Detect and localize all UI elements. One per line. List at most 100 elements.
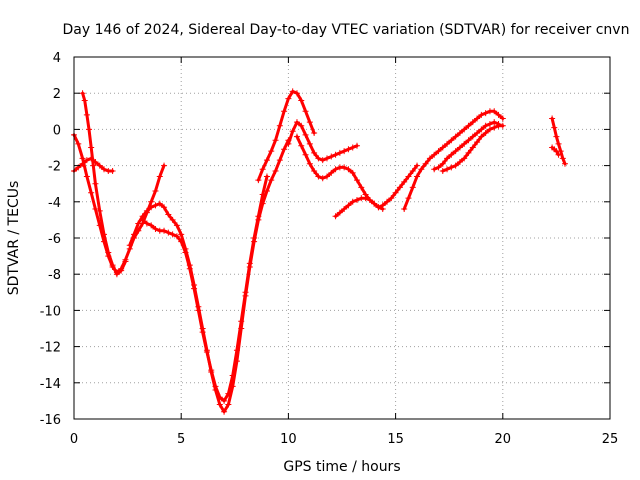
data-point	[323, 155, 330, 162]
data-point	[379, 202, 386, 209]
data-point	[439, 168, 446, 175]
data-point	[143, 220, 150, 227]
data-point	[79, 155, 86, 162]
data-point	[298, 142, 305, 149]
data-point	[418, 166, 425, 173]
y-tick-label: -4	[48, 196, 61, 211]
data-point	[439, 160, 446, 167]
series-arc1	[71, 131, 168, 276]
data-point	[328, 153, 335, 160]
data-point	[465, 122, 472, 129]
data-point	[169, 231, 176, 238]
data-point	[444, 140, 451, 147]
data-point	[88, 189, 95, 196]
data-point	[456, 144, 463, 151]
series-trace	[141, 175, 269, 403]
data-point	[272, 137, 279, 144]
series-trace	[432, 120, 500, 171]
data-point	[109, 168, 116, 175]
data-point	[345, 146, 352, 153]
data-point	[92, 206, 99, 213]
data-point	[143, 207, 150, 214]
data-point	[456, 130, 463, 137]
data-point	[233, 347, 240, 354]
data-point	[302, 131, 309, 138]
data-point	[354, 177, 361, 184]
x-tick-label: 10	[280, 432, 297, 447]
data-point	[101, 231, 108, 238]
data-point	[131, 231, 138, 238]
data-point	[426, 155, 433, 162]
data-point	[345, 166, 352, 173]
y-tick-label: -14	[40, 377, 61, 392]
data-point	[444, 155, 451, 162]
data-point	[191, 285, 198, 292]
y-tick-label: -16	[40, 413, 61, 428]
data-point	[306, 140, 313, 147]
data-point	[349, 169, 356, 176]
data-point	[332, 151, 339, 158]
data-point	[178, 238, 185, 245]
data-point	[482, 110, 489, 117]
data-point	[165, 229, 172, 236]
data-point	[461, 126, 468, 133]
data-point	[298, 122, 305, 129]
data-point	[79, 160, 86, 167]
data-point	[302, 108, 309, 115]
series-arc9	[332, 162, 421, 220]
data-point	[495, 111, 502, 118]
series-trace	[334, 164, 419, 218]
data-point	[553, 133, 560, 140]
data-point	[221, 397, 228, 404]
data-point	[491, 124, 498, 131]
data-point	[401, 206, 408, 213]
data-point	[225, 401, 232, 408]
data-point	[173, 233, 180, 240]
data-point	[435, 164, 442, 171]
data-point	[311, 130, 318, 137]
y-tick-label: -12	[40, 341, 61, 356]
data-point	[435, 148, 442, 155]
data-point	[315, 155, 322, 162]
data-point	[113, 271, 120, 278]
data-point	[422, 160, 429, 167]
data-point	[315, 173, 322, 180]
data-point	[311, 168, 318, 175]
data-point	[486, 126, 493, 133]
data-point	[392, 189, 399, 196]
data-point	[285, 95, 292, 102]
y-tick-label: -10	[40, 304, 61, 319]
data-point	[148, 222, 155, 229]
data-point	[431, 151, 438, 158]
data-point	[388, 195, 395, 202]
data-point	[148, 204, 155, 211]
data-point	[122, 258, 129, 265]
data-point	[139, 216, 146, 223]
y-tick-label: 2	[53, 87, 61, 102]
chart-title: Day 146 of 2024, Sidereal Day-to-day VTE…	[63, 22, 630, 38]
data-point	[225, 390, 232, 397]
data-point	[161, 227, 168, 234]
data-point	[105, 249, 112, 256]
data-point	[276, 122, 283, 129]
data-point	[409, 184, 416, 191]
data-point	[553, 148, 560, 155]
data-point	[81, 97, 88, 104]
data-point	[109, 262, 116, 269]
data-point	[302, 151, 309, 158]
data-point	[289, 128, 296, 135]
data-point	[431, 166, 438, 173]
data-point	[152, 202, 159, 209]
data-point	[152, 187, 159, 194]
data-point	[319, 175, 326, 182]
data-point	[86, 126, 93, 133]
x-tick-label: 15	[387, 432, 404, 447]
data-point	[341, 164, 348, 171]
series-trace	[550, 146, 560, 157]
data-point	[281, 146, 288, 153]
data-point	[341, 148, 348, 155]
data-point	[448, 164, 455, 171]
data-point	[221, 408, 228, 415]
data-point	[323, 173, 330, 180]
